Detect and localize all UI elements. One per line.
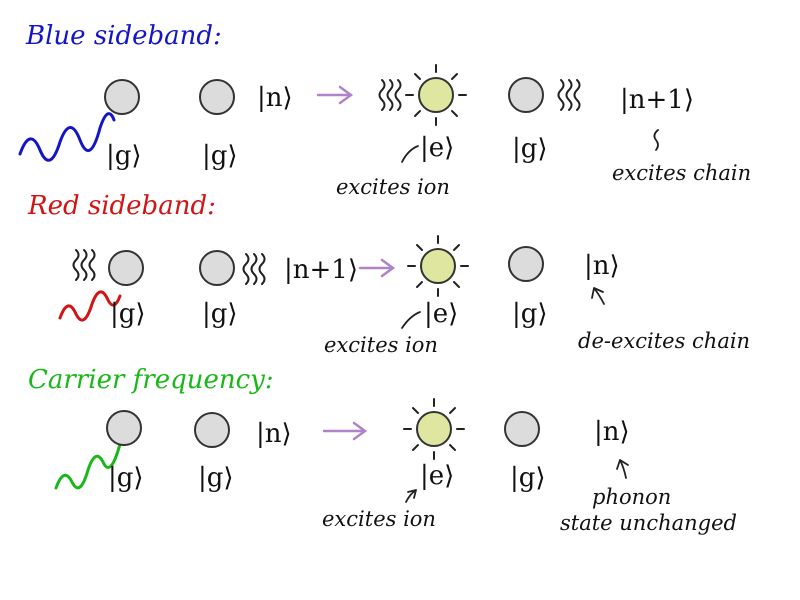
pointer-arrow [591, 287, 605, 305]
ket-g-2: |g⟩ [202, 299, 238, 329]
vibration-squiggles [72, 249, 96, 281]
carrier-frequency-heading: Carrier frequency: [28, 365, 274, 395]
ion-1-ground [104, 79, 140, 115]
blue-laser-wave [18, 112, 116, 162]
chain-state-after: |n+1⟩ [620, 85, 694, 115]
red-laser-wave [58, 290, 122, 322]
red-sideband-heading: Red sideband: [27, 191, 216, 221]
ion-4-ground [508, 77, 544, 113]
chain-state-before: |n+1⟩ [284, 255, 358, 285]
chain-state-after: |n⟩ [594, 417, 630, 447]
blue-sideband-heading: Blue sideband: [25, 21, 222, 51]
note-phonon: phonon [592, 485, 671, 509]
ion-3-excited [420, 248, 456, 284]
pointer-arrow [401, 145, 419, 163]
transition-arrow-head [352, 421, 368, 441]
pointer-arrow [653, 129, 659, 151]
pointer-arrow [405, 489, 417, 503]
note-excites-ion: excites ion [322, 507, 436, 531]
note-excites-chain: excites chain [612, 161, 751, 185]
vibration-squiggles [242, 253, 266, 285]
ion-4-ground [508, 246, 544, 282]
note-de-excites-chain: de-excites chain [578, 329, 750, 353]
glow-rays [407, 235, 469, 297]
ket-g-3: |g⟩ [512, 299, 548, 329]
vibration-squiggles [378, 79, 402, 111]
ion-1-ground [106, 410, 142, 446]
ket-g-1: |g⟩ [106, 141, 142, 171]
ion-3-excited [418, 77, 454, 113]
ket-e: |e⟩ [420, 461, 454, 491]
ion-2-ground [199, 250, 235, 286]
ket-e: |e⟩ [420, 133, 454, 163]
note-excites-ion: excites ion [336, 175, 450, 199]
glow-rays [405, 64, 467, 126]
ket-e: |e⟩ [424, 299, 458, 329]
ket-g-2: |g⟩ [198, 463, 234, 493]
glow-rays [403, 398, 465, 460]
ion-4-ground [504, 411, 540, 447]
chain-state-after: |n⟩ [584, 251, 620, 281]
vibration-squiggles [557, 79, 581, 111]
chain-state-before: |n⟩ [257, 83, 293, 113]
note-excites-ion: excites ion [324, 333, 438, 357]
pointer-arrow [401, 311, 421, 329]
ket-g-3: |g⟩ [512, 134, 548, 164]
ket-g-1: |g⟩ [108, 463, 144, 493]
ion-3-excited [416, 411, 452, 447]
transition-arrow-head [380, 258, 396, 278]
ion-1-ground [108, 250, 144, 286]
ket-g-3: |g⟩ [510, 463, 546, 493]
green-laser-wave [54, 434, 124, 490]
ket-g-1: |g⟩ [110, 299, 146, 329]
ion-2-ground [194, 412, 230, 448]
transition-arrow-head [338, 85, 354, 105]
pointer-arrow [616, 459, 629, 479]
chain-state-before: |n⟩ [256, 419, 292, 449]
ion-2-ground [199, 79, 235, 115]
ket-g-2: |g⟩ [202, 141, 238, 171]
note-state-unchanged: state unchanged [560, 511, 737, 535]
